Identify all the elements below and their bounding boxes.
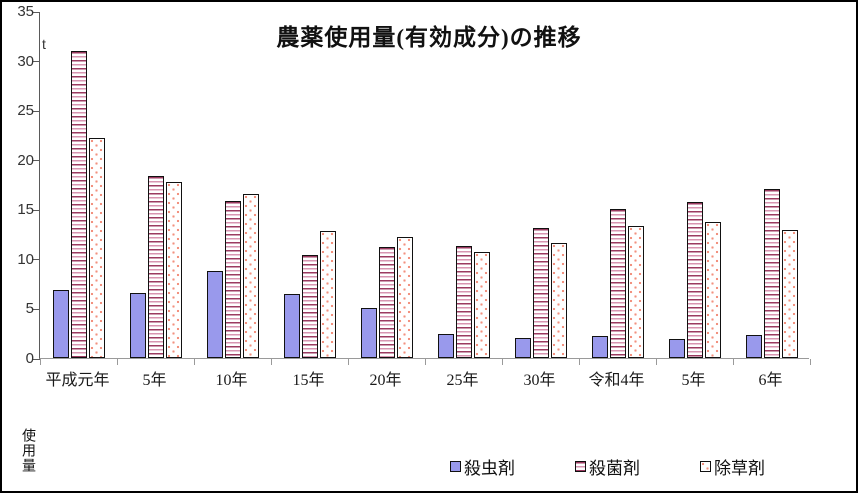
y-axis-title: 使用量 bbox=[20, 428, 35, 473]
y-tick-label-5: 5 bbox=[25, 300, 34, 318]
bar-殺菌剤-令和4年 bbox=[609, 209, 626, 358]
bar-殺菌剤-30年 bbox=[532, 228, 549, 358]
y-tick-0 bbox=[33, 358, 40, 360]
bar-殺虫剤-令和4年 bbox=[591, 336, 608, 358]
legend: 殺虫剤 殺菌剤 除草剤 bbox=[450, 454, 765, 479]
y-tick-35 bbox=[33, 11, 40, 13]
bar-除草剤-10年 bbox=[242, 194, 259, 358]
bar-殺菌剤-10年 bbox=[224, 201, 241, 358]
x-label-5年: 5年 bbox=[142, 372, 167, 389]
bar-group-15年 bbox=[271, 12, 348, 358]
bar-殺菌剤-5年 bbox=[147, 175, 164, 358]
bar-group-5年 bbox=[656, 12, 733, 358]
x-label-20年: 20年 bbox=[369, 372, 402, 389]
x-tick-3 bbox=[271, 359, 272, 365]
bar-group-10年 bbox=[194, 12, 271, 358]
bar-除草剤-20年 bbox=[396, 237, 413, 358]
bar-殺虫剤-6年 bbox=[745, 335, 762, 358]
x-tick-9 bbox=[733, 359, 734, 365]
x-label-6年: 6年 bbox=[758, 372, 783, 389]
legend-item-殺菌剤: 殺菌剤 bbox=[575, 454, 640, 479]
y-tick-label-35: 35 bbox=[17, 3, 34, 20]
x-tick-5 bbox=[425, 359, 426, 365]
y-tick-5 bbox=[33, 308, 40, 310]
bar-殺虫剤-10年 bbox=[206, 270, 223, 358]
bar-殺菌剤-20年 bbox=[378, 246, 395, 358]
x-tick-10 bbox=[810, 359, 811, 365]
bar-殺虫剤-5年 bbox=[668, 339, 685, 358]
bar-group-25年 bbox=[425, 12, 502, 358]
bar-殺菌剤-6年 bbox=[763, 189, 780, 358]
unit-label: t bbox=[42, 36, 46, 52]
bar-除草剤-平成元年 bbox=[88, 137, 105, 358]
y-tick-20 bbox=[33, 160, 40, 162]
bar-殺虫剤-15年 bbox=[283, 293, 300, 358]
y-tick-label-20: 20 bbox=[17, 151, 34, 169]
plot-area bbox=[33, 11, 811, 365]
bar-group-30年 bbox=[502, 12, 579, 358]
bar-殺虫剤-20年 bbox=[360, 308, 377, 358]
bar-殺虫剤-平成元年 bbox=[52, 289, 69, 358]
x-tick-2 bbox=[194, 359, 195, 365]
x-tick-8 bbox=[656, 359, 657, 365]
x-label-令和4年: 令和4年 bbox=[588, 372, 645, 389]
x-label-25年: 25年 bbox=[446, 372, 479, 389]
y-tick-30 bbox=[33, 61, 40, 63]
bar-殺菌剤-15年 bbox=[301, 254, 318, 358]
y-tick-label-30: 30 bbox=[17, 52, 34, 70]
legend-item-殺虫剤: 殺虫剤 bbox=[450, 454, 515, 479]
y-tick-label-0: 0 bbox=[25, 350, 34, 367]
x-tick-7 bbox=[579, 359, 580, 365]
x-label-5年: 5年 bbox=[681, 372, 706, 389]
bar-殺菌剤-25年 bbox=[455, 245, 472, 358]
bar-殺虫剤-25年 bbox=[437, 334, 454, 358]
legend-item-除草剤: 除草剤 bbox=[700, 454, 765, 479]
chart-title: 農薬使用量(有効成分)の推移 bbox=[276, 25, 582, 50]
bar-除草剤-30年 bbox=[550, 243, 567, 358]
y-tick-25 bbox=[33, 110, 40, 112]
x-label-10年: 10年 bbox=[215, 372, 248, 389]
bar-殺虫剤-30年 bbox=[514, 338, 531, 358]
legend-label-殺虫剤: 殺虫剤 bbox=[464, 459, 515, 478]
x-tick-4 bbox=[348, 359, 349, 365]
bar-除草剤-6年 bbox=[781, 230, 798, 358]
legend-swatch-除草剤 bbox=[700, 461, 711, 472]
bar-殺菌剤-5年 bbox=[686, 202, 703, 358]
bar-殺菌剤-平成元年 bbox=[70, 50, 87, 358]
x-tick-1 bbox=[117, 359, 118, 365]
y-tick-label-10: 10 bbox=[17, 250, 34, 268]
bar-殺虫剤-5年 bbox=[129, 292, 146, 358]
y-tick-15 bbox=[33, 209, 40, 211]
bar-除草剤-5年 bbox=[704, 222, 721, 358]
x-tick-6 bbox=[502, 359, 503, 365]
x-label-15年: 15年 bbox=[292, 372, 325, 389]
bar-group-平成元年 bbox=[40, 12, 117, 358]
bar-group-6年 bbox=[733, 12, 810, 358]
y-tick-label-25: 25 bbox=[17, 102, 34, 120]
y-tick-label-15: 15 bbox=[17, 201, 34, 219]
bar-除草剤-5年 bbox=[165, 181, 182, 358]
legend-swatch-殺虫剤 bbox=[450, 461, 461, 472]
x-tick-0 bbox=[40, 359, 41, 365]
bar-group-5年 bbox=[117, 12, 194, 358]
bar-除草剤-令和4年 bbox=[627, 226, 644, 358]
bar-group-令和4年 bbox=[579, 12, 656, 358]
x-label-30年: 30年 bbox=[523, 372, 556, 389]
x-label-平成元年: 平成元年 bbox=[45, 372, 110, 389]
y-tick-10 bbox=[33, 259, 40, 261]
bar-除草剤-15年 bbox=[319, 231, 336, 358]
bar-group-20年 bbox=[348, 12, 425, 358]
bar-除草剤-25年 bbox=[473, 251, 490, 358]
legend-swatch-殺菌剤 bbox=[575, 461, 586, 472]
legend-label-除草剤: 除草剤 bbox=[714, 459, 765, 478]
legend-label-殺菌剤: 殺菌剤 bbox=[589, 459, 640, 478]
